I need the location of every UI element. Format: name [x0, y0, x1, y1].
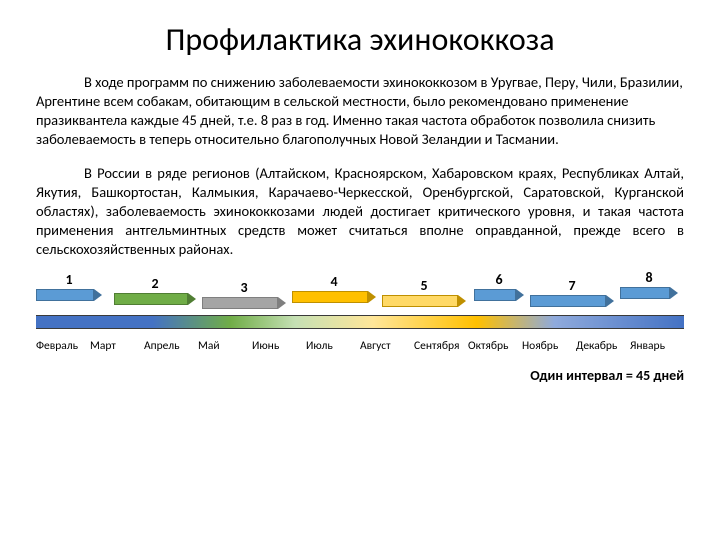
interval-arrow: 2: [114, 293, 196, 305]
interval-arrow: 7: [530, 295, 614, 307]
interval-number: 6: [495, 271, 502, 288]
interval-arrow: 8: [620, 287, 678, 299]
interval-arrows: 12345678: [36, 273, 684, 309]
interval-number: 5: [420, 277, 427, 294]
month-label: Февраль: [36, 339, 90, 353]
month-label: Сентября: [414, 339, 468, 353]
month-label: Май: [198, 339, 252, 353]
interval-arrow: 3: [202, 297, 286, 309]
interval-arrow: 1: [36, 289, 102, 301]
paragraph-1: В ходе программ по снижению заболеваемос…: [36, 73, 684, 150]
interval-number: 1: [65, 271, 72, 288]
page-title: Профилактика эхинококкоза: [36, 20, 684, 59]
months-row: ФевральМартАпрельМайИюньИюльАвгустСентяб…: [36, 339, 684, 353]
interval-number: 3: [240, 279, 247, 296]
month-label: Декабрь: [576, 339, 630, 353]
month-label: Ноябрь: [522, 339, 576, 353]
interval-number: 2: [151, 275, 158, 292]
month-label: Январь: [630, 339, 684, 353]
interval-number: 4: [330, 273, 337, 290]
interval-number: 7: [568, 277, 575, 294]
month-label: Июнь: [252, 339, 306, 353]
paragraph-2: В России в ряде регионов (Алтайском, Кра…: [36, 164, 684, 260]
interval-arrow: 5: [382, 295, 466, 307]
interval-number: 8: [645, 269, 652, 286]
interval-arrow: 4: [292, 291, 376, 303]
gradient-bar: [36, 315, 684, 329]
month-label: Август: [360, 339, 414, 353]
month-label: Июль: [306, 339, 360, 353]
month-label: Апрель: [144, 339, 198, 353]
month-label: Март: [90, 339, 144, 353]
interval-arrow: 6: [474, 289, 524, 301]
month-label: Октябрь: [468, 339, 522, 353]
legend-text: Один интервал = 45 дней: [36, 367, 684, 384]
timeline: 12345678 ФевральМартАпрельМайИюньИюльАвг…: [36, 273, 684, 343]
